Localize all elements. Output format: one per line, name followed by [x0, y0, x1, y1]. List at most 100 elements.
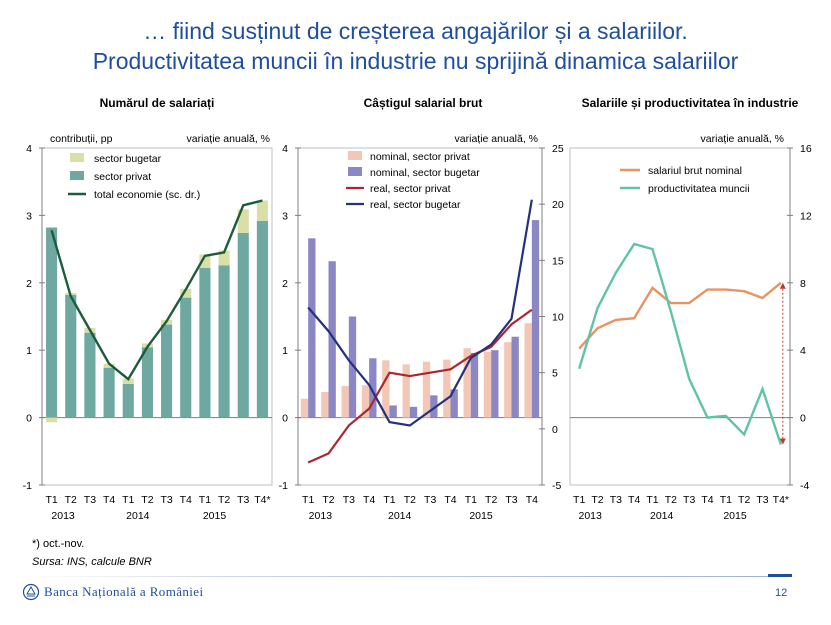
chart2-bar-nominal-bugetar — [308, 238, 316, 418]
chart2-y-tick-label: 10 — [552, 312, 564, 324]
chart2-right-axis-label: variație anuală, % — [455, 133, 538, 145]
chart1-bar-privat — [218, 265, 230, 418]
chart1-bar-privat — [161, 324, 173, 418]
chart2-bar-nominal-privat — [402, 364, 410, 418]
chart3-x-tick-label: T2 — [738, 494, 750, 506]
chart3-x-tick-label: T4* — [773, 494, 789, 506]
chart3-frame — [569, 147, 791, 486]
footnote-period: *) oct.-nov. — [32, 538, 85, 550]
chart2-bar-nominal-bugetar — [491, 350, 499, 418]
chart1-legend-swatch-privat — [70, 171, 84, 180]
chart1-x-tick-label: T3 — [84, 494, 96, 506]
chart3-year-label: 2013 — [578, 510, 602, 522]
chart1-bar-bugetar — [218, 250, 230, 266]
chart3-x-tick-label: T4 — [701, 494, 713, 506]
chart3-title: Salariile și productivitatea în industri… — [581, 96, 799, 110]
chart2-legend-label: nominal, sector privat — [370, 151, 470, 163]
chart3-x-tick-label: T1 — [573, 494, 585, 506]
chart1-bar-bugetar — [122, 378, 134, 384]
chart2-legend-label: real, sector privat — [370, 183, 451, 195]
chart1-y-tick-label: 1 — [26, 345, 32, 357]
chart3-x-tick-label: T3 — [756, 494, 768, 506]
chart2-title: Câștigul salarial brut — [363, 96, 483, 110]
chart1-legend-label: total economie (sc. dr.) — [94, 189, 200, 201]
chart2-line-real-bugetar — [307, 199, 533, 427]
chart1-x-tick-label: T2 — [141, 494, 153, 506]
chart1-y-tick-label: 3 — [26, 210, 32, 222]
chart2-legend-swatch-nominal-privat — [348, 151, 362, 160]
chart2-bar-nominal-bugetar — [389, 405, 397, 418]
chart2-bar-nominal-privat — [483, 351, 492, 418]
chart3-y-tick-label: 8 — [800, 278, 806, 290]
chart1-x-tick-label: T1 — [122, 494, 134, 506]
chart1-bar-privat — [199, 267, 211, 418]
chart2-y-tick-label: -5 — [552, 480, 561, 492]
chart1-bar-bugetar — [103, 363, 115, 368]
chart2-y-tick-label: 2 — [282, 278, 288, 290]
chart2-bar-nominal-bugetar — [369, 358, 377, 418]
chart3-y-tick-label: 12 — [800, 210, 812, 222]
chart3-year-label: 2015 — [723, 510, 747, 522]
chart3-right-axis-label: variație anuală, % — [701, 133, 784, 145]
chart1-legend-swatch-bugetar — [70, 153, 84, 162]
chart3-x-tick-label: T4 — [628, 494, 640, 506]
chart1-bar-bugetar — [180, 288, 192, 298]
chart2-bar-nominal-bugetar — [531, 220, 540, 418]
chart1-bar-privat — [84, 332, 96, 418]
chart1-bar-bugetar — [46, 417, 58, 423]
chart1-bar-privat — [180, 297, 192, 418]
chart2-bar-nominal-bugetar — [348, 316, 357, 418]
chart2-legend-swatch-nominal-bugetar — [348, 167, 362, 176]
chart2-x-tick-label: T2 — [404, 494, 416, 506]
chart2-bar-nominal-privat — [300, 398, 309, 418]
chart2-y-tick-label: 25 — [552, 143, 564, 155]
chart2-y-tick-label: 1 — [282, 345, 288, 357]
slide-title-line-1: … fiind susținut de creșterea angajărilo… — [143, 18, 688, 44]
chart2-year-label: 2015 — [469, 510, 493, 522]
chart1-y-tick-label: -1 — [23, 480, 32, 492]
chart1-x-tick-label: T4 — [103, 494, 115, 506]
chart1-left-axis-label: contribuții, pp — [50, 133, 113, 145]
chart1-bar-bugetar — [199, 254, 211, 268]
chart2-bar-nominal-privat — [361, 385, 370, 418]
footer-divider — [28, 576, 768, 577]
chart2-bar-nominal-privat — [524, 323, 532, 418]
chart2-x-tick-label: T3 — [505, 494, 517, 506]
chart3-line-salariu — [578, 281, 782, 350]
chart1-right-axis-label: variație anuală, % — [187, 133, 270, 145]
chart1-bar-bugetar — [256, 200, 268, 221]
bnr-logo-icon — [22, 583, 40, 601]
chart2-bar-nominal-privat — [422, 361, 431, 418]
chart1-x-tick-label: T3 — [237, 494, 249, 506]
chart1-x-tick-label: T1 — [199, 494, 211, 506]
chart3-y-tick-label: 16 — [800, 143, 812, 155]
chart2-bar-nominal-bugetar — [511, 336, 519, 418]
chart3-y-tick-label: -4 — [800, 480, 809, 492]
chart1-line-total — [50, 199, 263, 381]
chart2-x-tick-label: T2 — [322, 494, 334, 506]
chart1-x-tick-label: T4 — [180, 494, 192, 506]
chart3-line-productivitate — [578, 242, 782, 445]
chart2-y-tick-label: 0 — [552, 424, 558, 436]
chart1-x-tick-label: T4* — [254, 494, 270, 506]
chart1-x-tick-label: T2 — [218, 494, 230, 506]
chart2-year-label: 2013 — [309, 510, 333, 522]
chart1-x-tick-label: T2 — [65, 494, 77, 506]
chart2-y-tick-label: 20 — [552, 199, 564, 211]
chart2-x-tick-label: T1 — [302, 494, 314, 506]
chart2-year-label: 2014 — [388, 510, 412, 522]
chart3-year-label: 2014 — [650, 510, 674, 522]
chart3-x-tick-label: T2 — [591, 494, 603, 506]
page-number: 12 — [775, 587, 788, 599]
chart2-bar-nominal-bugetar — [430, 395, 438, 418]
chart2-bar-nominal-privat — [321, 391, 329, 418]
chart2-y-tick-label: 15 — [552, 255, 564, 267]
chart1-y-tick-label: 0 — [26, 413, 32, 425]
chart1-title: Numărul de salariați — [99, 96, 215, 110]
chart2-x-tick-label: T2 — [485, 494, 497, 506]
chart2-y-tick-label: 0 — [282, 413, 288, 425]
chart2-x-tick-label: T4 — [526, 494, 538, 506]
chart2-y-tick-label: 5 — [552, 368, 558, 380]
chart2-line-real-privat — [307, 308, 533, 464]
chart1-bar-bugetar — [237, 209, 249, 233]
